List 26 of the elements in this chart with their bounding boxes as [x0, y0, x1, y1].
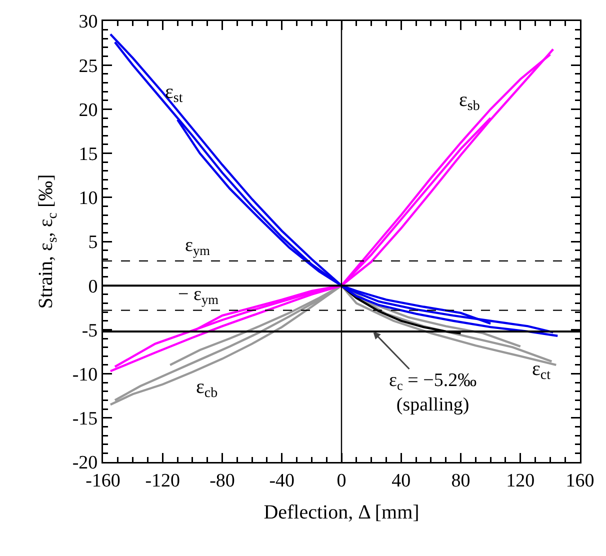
x-axis-title: Deflection, Δ [mm] — [264, 502, 420, 524]
x-tick-label: -120 — [145, 470, 180, 492]
y-tick-label: 10 — [78, 188, 98, 210]
x-tick-label: 160 — [566, 470, 594, 492]
y-tick-label: 0 — [88, 276, 98, 298]
x-tick-label: 0 — [336, 470, 346, 492]
annotation: ε$_{st}$ — [165, 81, 183, 106]
ref-line-label: − ε$_{ym}$ — [178, 284, 220, 307]
y-tick-label: 30 — [78, 12, 98, 33]
x-tick-label: 120 — [506, 470, 535, 492]
ref-line-label: ε$_{ym}$ — [185, 235, 211, 258]
x-tick-label: 80 — [451, 470, 470, 492]
annotation: ε$_{ct}$ — [532, 358, 551, 384]
y-tick-label: -10 — [72, 364, 98, 386]
y-tick-label: 25 — [78, 56, 98, 77]
annotation: ε$_{sb}$ — [459, 89, 480, 114]
y-tick-label: 20 — [78, 100, 98, 121]
x-tick-label: -80 — [210, 470, 235, 492]
x-tick-label: -40 — [269, 470, 295, 492]
annotation: ε$_{cb}$ — [196, 376, 218, 402]
ref-line-label: ε$_{c}$ = −5.2‰ (spalling) — [389, 370, 477, 416]
y-tick-label: -5 — [82, 320, 98, 342]
x-tick-label: 40 — [392, 470, 411, 492]
y-tick-label: -15 — [72, 408, 98, 430]
y-tick-label: 15 — [78, 144, 98, 165]
y-tick-label: 5 — [88, 232, 98, 254]
